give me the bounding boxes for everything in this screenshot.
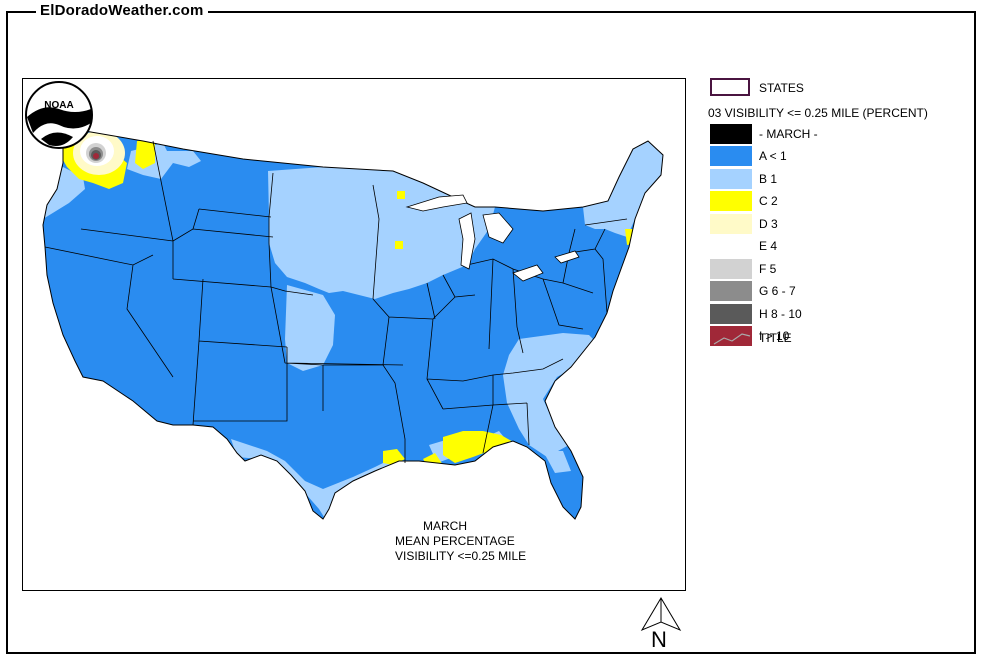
- us-visibility-map: [42, 130, 664, 520]
- legend-class-label: B 1: [759, 171, 778, 186]
- legend-month-label: - MARCH -: [759, 127, 818, 141]
- month-swatch: [710, 124, 752, 144]
- legend-class-label: F 5: [759, 261, 777, 276]
- legend-class-swatch: [710, 213, 752, 234]
- legend-class-swatch: [710, 258, 752, 279]
- map-panel: NOAA MARCH MEAN PERCENTAGE VISIBILITY <=…: [22, 78, 686, 591]
- map-frame: [6, 11, 976, 654]
- legend-class-label: G 6 - 7: [759, 284, 796, 298]
- legend-class-label: D 3: [759, 216, 778, 231]
- legend-class-swatch: [710, 168, 752, 189]
- great-lakes: [405, 194, 580, 282]
- legend-class-swatch: [710, 303, 752, 324]
- legend-class-swatch: [710, 236, 752, 256]
- title-line-icon: [713, 333, 751, 345]
- caption-line-month: MARCH: [423, 519, 467, 533]
- legend-class-label: E 4: [759, 239, 778, 253]
- north-arrow-icon: [640, 597, 682, 632]
- legend-class-swatch: [710, 326, 752, 346]
- legend-class-swatch: [710, 146, 752, 166]
- legend-class-swatch: [710, 281, 752, 301]
- states-swatch: [710, 78, 750, 96]
- legend-class-label: I > 10: [759, 329, 790, 343]
- site-title: ElDoradoWeather.com: [36, 2, 208, 19]
- legend-states-label: STATES: [759, 81, 804, 95]
- noaa-logo-text: NOAA: [44, 100, 73, 111]
- noaa-logo: NOAA: [25, 81, 93, 149]
- legend-subtitle: 03 VISIBILITY <= 0.25 MILE (PERCENT): [708, 106, 928, 120]
- caption-line-measure: MEAN PERCENTAGE: [395, 534, 515, 548]
- legend-class-swatch: [710, 191, 752, 211]
- legend-class-label: A < 1: [759, 149, 787, 163]
- legend-title-label: TITLE: [759, 331, 792, 345]
- north-label: N: [651, 627, 667, 652]
- legend-class-label: H 8 - 10: [759, 306, 802, 321]
- caption-line-variable: VISIBILITY <=0.25 MILE: [395, 549, 527, 563]
- legend-class-label: C 2: [759, 194, 778, 208]
- map-caption: MARCH MEAN PERCENTAGE VISIBILITY <=0.25 …: [395, 519, 527, 564]
